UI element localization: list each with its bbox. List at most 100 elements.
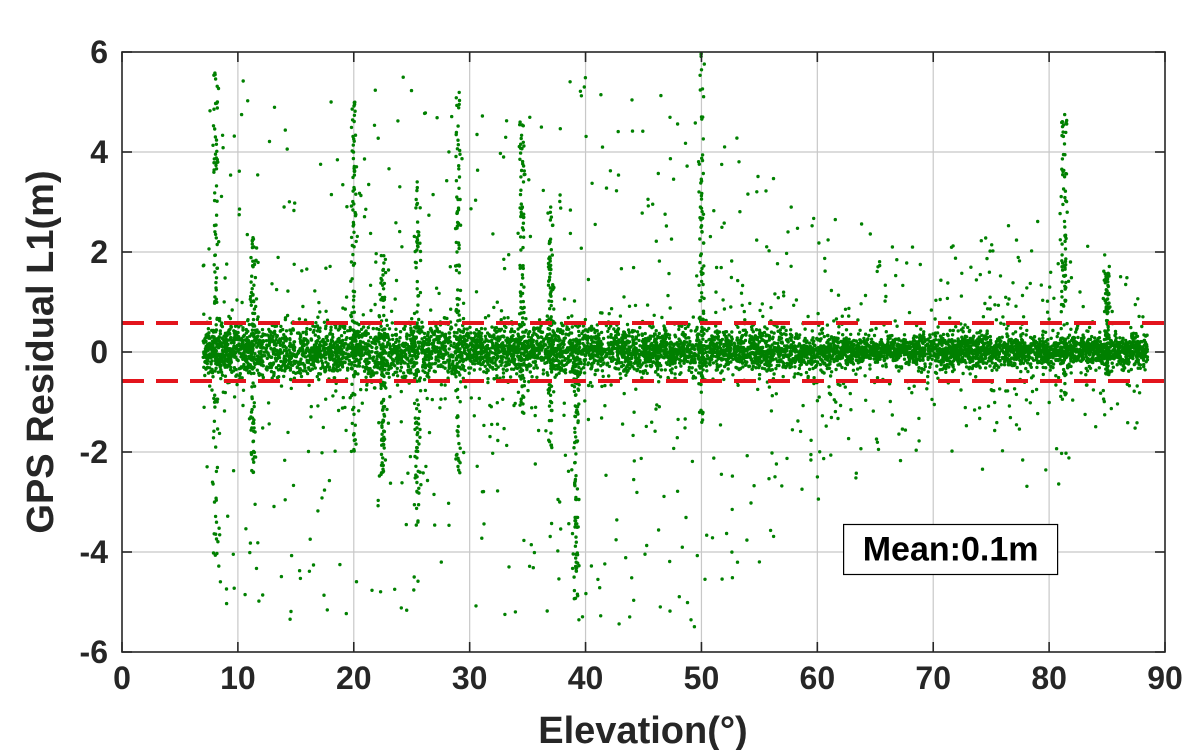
data-point [593,330,597,335]
data-point [370,340,374,345]
data-point [501,367,505,371]
data-point [346,368,350,372]
data-point [433,370,437,374]
data-point [1132,362,1137,367]
data-point [622,369,626,373]
data-point [409,326,413,330]
data-point [377,314,381,318]
data-point [788,353,792,357]
data-point [922,367,926,372]
data-point [904,361,908,366]
data-point [745,360,749,364]
data-point [439,383,444,387]
data-point [235,373,239,377]
data-point [1069,364,1073,369]
data-point [304,330,308,334]
data-point [638,344,642,348]
data-point [367,339,371,343]
data-point [509,330,513,334]
data-point [750,367,754,371]
data-point [492,305,496,310]
data-point [673,335,678,339]
data-point [597,336,601,341]
data-point [1041,356,1045,360]
data-point [495,329,500,334]
data-point [561,345,565,349]
data-point [828,374,833,378]
data-point [1006,342,1010,346]
data-point [997,365,1001,369]
data-point [818,332,822,336]
data-point [1048,368,1052,372]
data-point [906,341,910,345]
data-point [288,338,292,342]
data-point [494,367,498,371]
data-point [1121,342,1126,346]
data-point [298,335,303,339]
data-point [563,371,568,375]
data-point [1051,328,1055,333]
data-point [926,337,930,341]
data-point [849,350,854,354]
data-point [391,373,396,377]
data-point [707,337,712,342]
data-point [894,364,899,368]
data-point [280,351,285,355]
data-point [778,328,782,332]
data-point [395,366,399,371]
data-point [1004,353,1009,357]
data-point [775,325,779,329]
data-point [273,353,278,357]
data-point [361,313,365,317]
data-point [553,321,557,325]
data-point [220,373,225,377]
data-point [496,365,500,369]
data-point [678,372,682,376]
data-point [607,364,612,369]
data-point [644,364,649,368]
data-point [377,327,381,332]
data-point [316,335,321,339]
data-point [654,329,658,333]
data-point [990,368,994,373]
data-point [312,328,316,333]
data-point [461,316,466,321]
data-point [316,315,320,319]
data-point [301,304,305,309]
data-point [715,368,719,372]
data-point [1056,353,1060,357]
data-point [532,366,536,370]
data-point [412,311,417,316]
data-point [601,362,605,366]
data-point [615,343,619,347]
data-point [803,327,807,331]
data-point [863,332,868,336]
data-point [983,366,988,370]
data-point [884,362,888,366]
data-point [974,375,978,379]
data-point [425,396,429,401]
data-point [996,358,1001,362]
data-point [385,323,389,328]
data-point [405,337,409,341]
data-point [749,337,753,341]
data-point [820,327,825,331]
data-point [269,369,274,374]
data-point [601,336,606,341]
data-point [1043,330,1048,334]
data-point [1094,368,1098,372]
data-point [625,322,630,327]
data-point [516,332,520,336]
data-point [818,362,823,367]
data-point [1026,361,1030,365]
data-point [856,332,861,336]
data-point [423,388,428,393]
data-point [781,355,786,360]
data-point [625,370,629,374]
data-point [341,355,345,359]
data-point [494,326,499,330]
data-point [329,325,333,329]
data-point [515,372,519,376]
data-point [868,367,872,371]
data-point [326,338,330,343]
